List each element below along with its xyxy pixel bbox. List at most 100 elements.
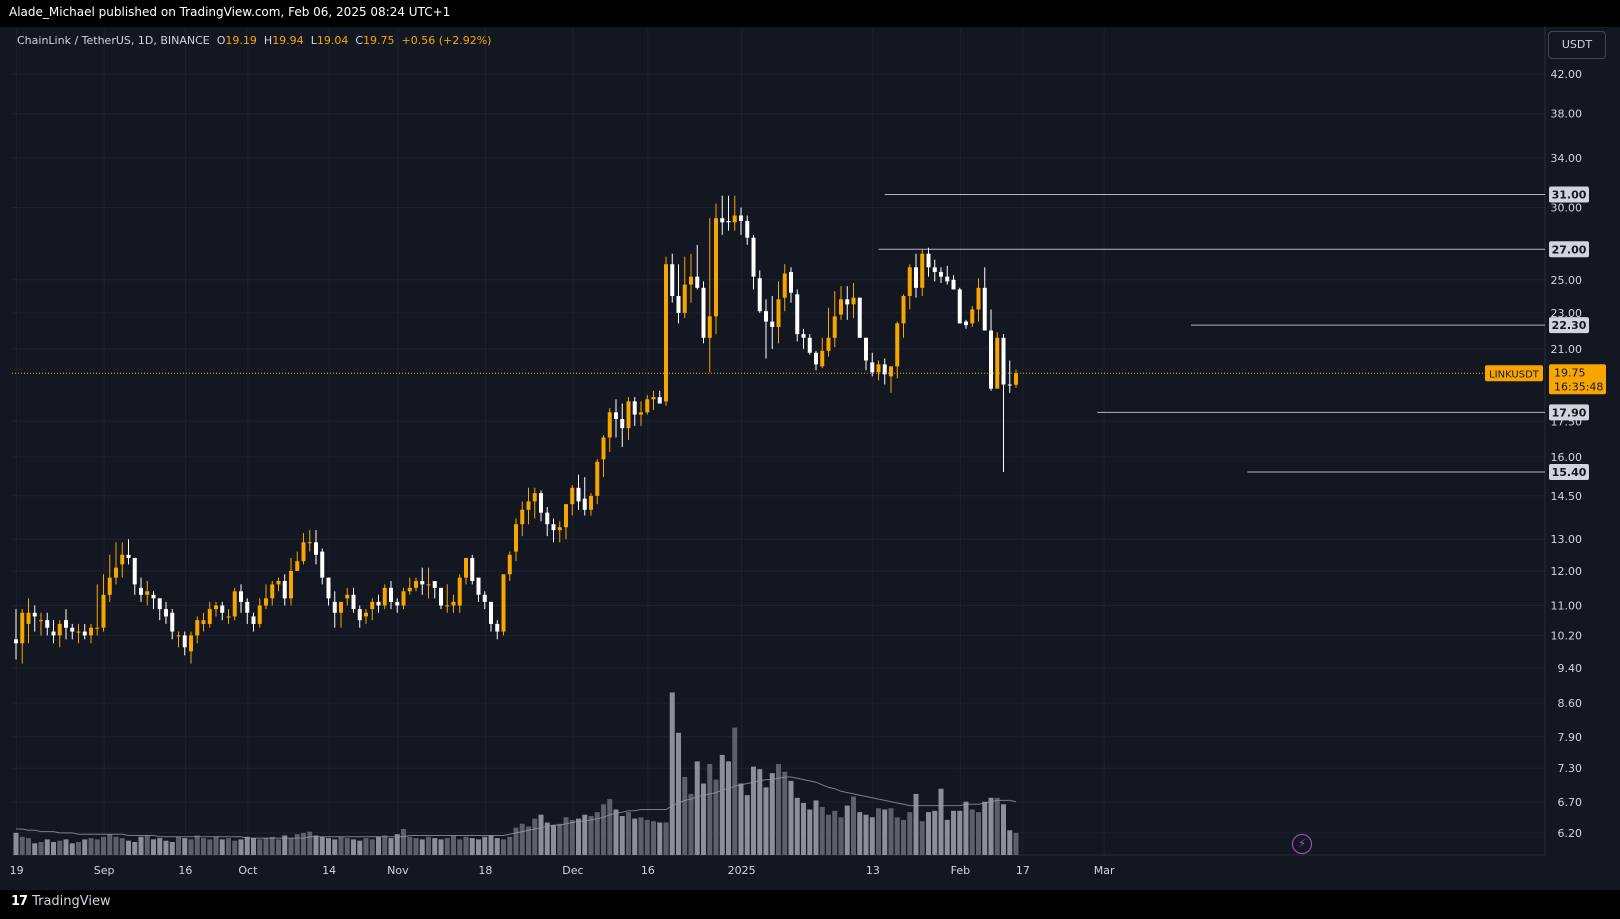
candle-body xyxy=(364,612,368,617)
candle-body xyxy=(864,337,868,361)
tradingview-brand[interactable]: 17 TradingView xyxy=(11,894,111,909)
volume-bar xyxy=(394,834,400,855)
candle-body xyxy=(139,587,143,595)
volume-bar xyxy=(663,822,669,855)
candle-body xyxy=(451,601,456,606)
candles[interactable] xyxy=(14,195,1018,664)
candle-body xyxy=(276,581,281,585)
candle-body xyxy=(607,412,612,438)
candle-body xyxy=(426,584,431,586)
volume-bar xyxy=(794,797,800,855)
grid xyxy=(12,27,1546,856)
candle-body xyxy=(357,609,362,621)
candle-body xyxy=(257,605,262,624)
price-tick-label: 14.50 xyxy=(1551,490,1583,503)
candle-body xyxy=(820,350,825,367)
volume-bar xyxy=(51,842,56,855)
volume-bar xyxy=(607,799,613,855)
volume-bar xyxy=(38,842,44,855)
candle-body xyxy=(901,295,906,324)
volume-bar xyxy=(126,840,131,855)
time-axis[interactable]: 19 Sep 16 Oct 14 Nov 18 Dec 16 2025 13 Feb 17 Mar xyxy=(10,864,1115,877)
candle-body xyxy=(564,504,568,528)
price-tick-label: 12.00 xyxy=(1551,565,1583,578)
volume-bar xyxy=(926,812,931,855)
candle-body xyxy=(970,309,975,324)
candle-body xyxy=(301,542,306,562)
candle-body xyxy=(126,554,131,558)
candle-body xyxy=(726,220,731,223)
candle-body xyxy=(757,278,762,312)
candle-body xyxy=(839,299,843,315)
candle-body xyxy=(370,601,375,610)
publish-bar: Alade_Michael published on TradingView.c… xyxy=(0,0,1620,27)
candle-body xyxy=(714,218,718,317)
volume-bar xyxy=(338,836,344,855)
volume-bar xyxy=(432,838,438,855)
candle-body xyxy=(414,581,418,588)
volume-bar xyxy=(719,754,725,855)
volume-bar xyxy=(57,840,63,855)
candle-body xyxy=(70,627,75,632)
volume-bar xyxy=(938,788,944,855)
candle-body xyxy=(507,554,512,575)
candle-body xyxy=(51,631,56,636)
volume-bar xyxy=(401,829,406,855)
time-tick-label: Feb xyxy=(951,864,970,877)
close-label: C xyxy=(355,34,364,47)
price-tick-label: 7.30 xyxy=(1558,762,1583,775)
volume-bar xyxy=(907,812,913,855)
level-label: 15.40 xyxy=(1552,466,1587,479)
candle-body xyxy=(595,461,600,496)
volume-bar xyxy=(588,816,594,855)
tradingview-logo-icon: 17 xyxy=(11,894,28,909)
candle-body xyxy=(26,612,31,624)
candle-body xyxy=(532,493,537,502)
candle-body xyxy=(445,605,450,607)
price-tick-label: 10.20 xyxy=(1551,629,1583,642)
volume-bar xyxy=(738,783,744,855)
horizontal-levels[interactable]: 31.00 27.00 22.30 17.90 15.40 xyxy=(878,186,1590,480)
volume-bar xyxy=(788,780,794,855)
volume-bar xyxy=(526,826,531,855)
price-tick-label: 6.70 xyxy=(1558,796,1583,809)
candle-body xyxy=(695,276,700,288)
volume-bar xyxy=(451,835,456,855)
candle-body xyxy=(470,557,475,582)
candle-body xyxy=(114,567,118,578)
candle-body xyxy=(782,273,787,298)
volume-bar xyxy=(869,817,875,855)
candle-body xyxy=(920,253,925,288)
volume-bar xyxy=(769,773,775,855)
volume-bar xyxy=(419,839,425,855)
candle-body xyxy=(464,557,468,578)
candle-body xyxy=(789,271,793,293)
lightning-icon[interactable]: ⚡ xyxy=(1292,834,1312,854)
candle-body xyxy=(326,577,331,599)
candle-body xyxy=(151,594,156,599)
price-axis[interactable]: 42.00 38.00 34.00 30.00 25.00 23.00 21.00 17.50… xyxy=(1551,68,1583,840)
volume-bar xyxy=(763,787,769,855)
volume-bar xyxy=(963,801,969,855)
volume-bar xyxy=(669,692,675,855)
currency-button[interactable]: USDT xyxy=(1548,31,1606,59)
candle-body xyxy=(514,524,518,552)
volume-bar xyxy=(619,816,625,855)
volume-bar xyxy=(813,800,819,855)
volume-bar xyxy=(351,839,356,855)
volume-bar xyxy=(469,838,475,855)
candle-body xyxy=(189,635,193,652)
volume-bar xyxy=(363,838,369,855)
volume-bar xyxy=(976,812,981,855)
volume-bar xyxy=(76,842,81,855)
volume-bar xyxy=(863,814,869,855)
change-value: +0.56 (+2.92%) xyxy=(401,34,492,47)
volume-bar xyxy=(638,817,644,855)
volume-bar xyxy=(576,818,581,855)
volume-bar xyxy=(513,827,519,855)
volume-bar xyxy=(601,804,606,855)
volume-bar xyxy=(232,840,238,855)
candle-body xyxy=(582,498,587,510)
